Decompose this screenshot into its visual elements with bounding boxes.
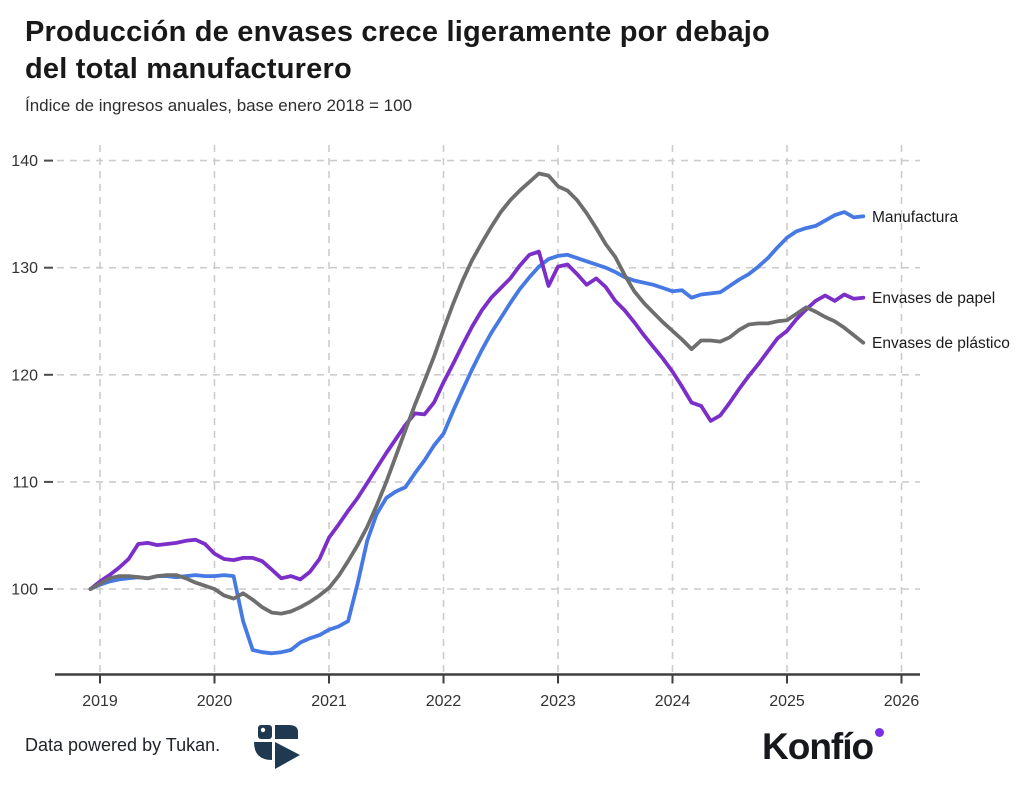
y-tick-label-100: 100 xyxy=(11,582,38,599)
page-subtitle: Índice de ingresos anuales, base enero 2… xyxy=(25,96,413,115)
tukan-lower-beak xyxy=(275,742,300,769)
vertical-gridlines xyxy=(99,145,903,674)
x-axis xyxy=(55,673,920,684)
legend-label-envases-de-plastico: Envases de plástico xyxy=(872,335,1010,352)
page-title: Producción de envases crece ligeramente … xyxy=(25,16,770,85)
tukan-head-quarter xyxy=(254,742,272,760)
konfio-wordmark: Konfío xyxy=(762,726,874,767)
legend-label-manufactura: Manufactura xyxy=(872,209,959,226)
y-tick-label-110: 110 xyxy=(12,474,38,491)
legend-end-labels: Manufactura Envases de papel Envases de pl… xyxy=(872,209,1010,352)
line-manufactura xyxy=(88,210,866,656)
x-tick-label-2019: 2019 xyxy=(82,693,118,710)
x-tick-label-2024: 2024 xyxy=(655,693,691,710)
tukan-eye-dot xyxy=(260,727,266,733)
x-tick-label-2026: 2026 xyxy=(884,693,920,710)
x-tick-label-2022: 2022 xyxy=(426,693,462,710)
konfio-logo: Konfío xyxy=(762,726,885,768)
tukan-logo-icon xyxy=(254,725,300,769)
data-attribution: Data powered by Tukan. xyxy=(25,735,221,755)
legend-label-envases-de-papel: Envases de papel xyxy=(872,290,995,307)
line-envases-de-plastico xyxy=(88,171,866,616)
y-axis-ticks xyxy=(44,159,53,590)
y-tick-label-140: 140 xyxy=(11,153,38,170)
konfio-accent-dot-icon xyxy=(875,728,885,737)
tukan-eye-square xyxy=(258,725,272,739)
y-axis-tick-labels: 100 110 120 130 140 xyxy=(11,153,38,598)
horizontal-gridlines xyxy=(57,159,920,590)
y-tick-label-120: 120 xyxy=(11,367,38,384)
x-axis-tick-labels: 2019 2020 2021 2022 2023 2024 2025 2026 xyxy=(82,693,919,710)
y-tick-label-130: 130 xyxy=(11,260,38,277)
line-envases-de-papel xyxy=(88,249,866,591)
series-lines xyxy=(88,171,866,656)
x-tick-label-2021: 2021 xyxy=(311,693,347,710)
x-tick-label-2025: 2025 xyxy=(769,693,805,710)
tukan-upper-beak xyxy=(275,725,298,739)
x-tick-label-2023: 2023 xyxy=(540,693,576,710)
x-tick-label-2020: 2020 xyxy=(197,693,233,710)
